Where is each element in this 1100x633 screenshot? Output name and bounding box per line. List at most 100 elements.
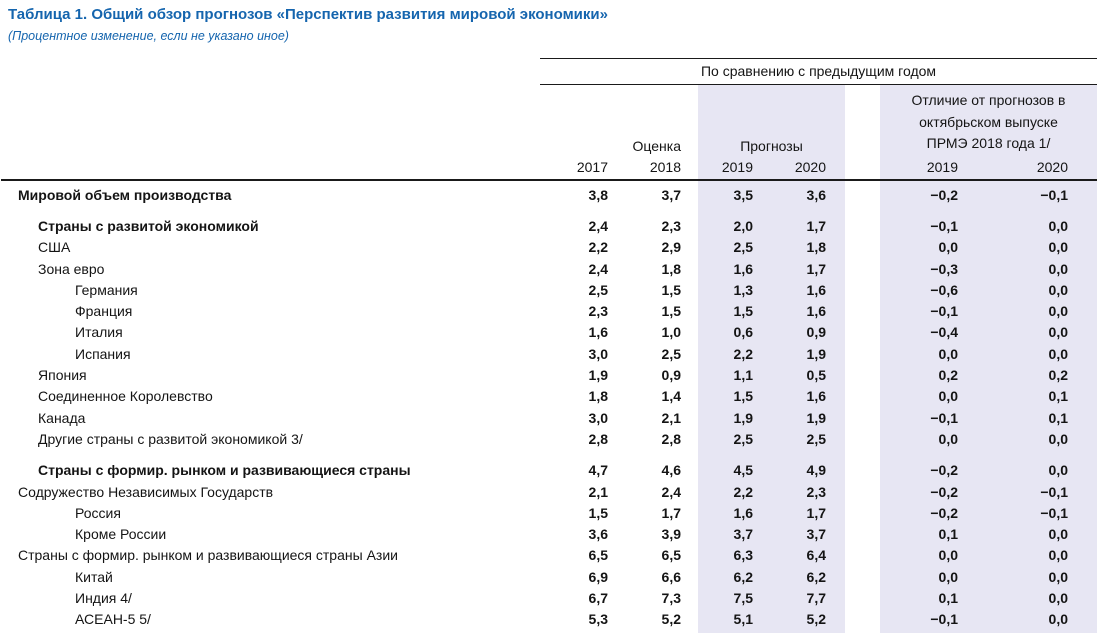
table-row: Страны с формир. рынком и развивающиеся … (0, 460, 1100, 481)
cell-2017: 2,2 (588, 239, 608, 256)
cell-2017: 2,4 (588, 260, 608, 277)
cell-2019-diff: 0,1 (938, 589, 958, 606)
cell-2017: 3,0 (588, 409, 608, 426)
row-label: Канада (38, 409, 86, 426)
table-row: Германия 2,5 1,5 1,3 1,6 −0,6 0,0 (0, 279, 1100, 300)
column-group-header: По сравнению с предыдущим годом (700, 63, 937, 79)
cell-2018-estimate: 5,2 (661, 611, 681, 628)
cell-2019-forecast: 4,5 (733, 462, 753, 479)
cell-2018-estimate: 3,7 (661, 186, 681, 203)
diff-column-group-header: Отличие от прогнозов в октябрьском выпус… (882, 90, 1095, 155)
page-title: Таблица 1. Общий обзор прогнозов «Перспе… (8, 6, 608, 23)
year-header-2020-diff: 2020 (1036, 158, 1068, 175)
header-rule-mid (540, 84, 1097, 85)
cell-2018-estimate: 2,9 (661, 239, 681, 256)
cell-2019-diff: 0,2 (938, 367, 958, 384)
row-label: Франция (75, 303, 133, 320)
cell-2019-forecast: 5,1 (733, 611, 753, 628)
cell-2017: 1,9 (588, 367, 608, 384)
cell-2019-diff: 0,0 (938, 430, 958, 447)
table-row: Страны с развитой экономикой 2,4 2,3 2,0… (0, 215, 1100, 236)
diff-header-line-3: ПРМЭ 2018 года 1/ (926, 135, 1051, 151)
row-label: Германия (75, 281, 138, 298)
diff-columns-highlight (880, 85, 1097, 633)
cell-2017: 3,8 (588, 186, 608, 203)
table-row: Зона евро 2,4 1,8 1,6 1,7 −0,3 0,0 (0, 258, 1100, 279)
cell-2020-forecast: 5,2 (806, 611, 826, 628)
cell-2019-forecast: 2,2 (733, 345, 753, 362)
cell-2019-diff: 0,0 (938, 388, 958, 405)
cell-2019-diff: −0,2 (930, 504, 958, 521)
cell-2017: 2,1 (588, 483, 608, 500)
cell-2019-diff: −0,3 (930, 260, 958, 277)
cell-2018-estimate: 6,6 (661, 568, 681, 585)
table-row: Канада 3,0 2,1 1,9 1,9 −0,1 0,1 (0, 407, 1100, 428)
row-label: Мировой объем производства (18, 186, 232, 203)
table-row: Страны с формир. рынком и развивающиеся … (0, 545, 1100, 566)
cell-2020-forecast: 1,7 (806, 217, 826, 234)
table-row: Другие страны с развитой экономикой 3/ 2… (0, 428, 1100, 449)
table-row: Китай 6,9 6,6 6,2 6,2 0,0 0,0 (0, 566, 1100, 587)
row-label: Другие страны с развитой экономикой 3/ (38, 430, 303, 447)
table-row: АСЕАН-5 5/ 5,3 5,2 5,1 5,2 −0,1 0,0 (0, 609, 1100, 630)
cell-2018-estimate: 6,5 (661, 547, 681, 564)
row-label: Испания (75, 345, 131, 362)
cell-2020-diff: 0,2 (1048, 367, 1068, 384)
cell-2020-diff: 0,0 (1048, 568, 1068, 585)
cell-2020-diff: 0,0 (1048, 281, 1068, 298)
cell-2019-forecast: 6,2 (733, 568, 753, 585)
cell-2019-diff: 0,1 (938, 526, 958, 543)
cell-2020-forecast: 6,2 (806, 568, 826, 585)
cell-2019-diff: −0,4 (930, 324, 958, 341)
cell-2019-forecast: 2,5 (733, 239, 753, 256)
table-body: Мировой объем производства 3,8 3,7 3,5 3… (0, 184, 1100, 630)
row-label: АСЕАН-5 5/ (75, 611, 151, 628)
cell-2019-forecast: 1,5 (733, 388, 753, 405)
row-label: Страны с формир. рынком и развивающиеся … (38, 462, 411, 479)
table-row: Россия 1,5 1,7 1,6 1,7 −0,2 −0,1 (0, 502, 1100, 523)
cell-2018-estimate: 0,9 (661, 367, 681, 384)
forecast-columns-highlight (698, 85, 845, 633)
cell-2020-diff: 0,0 (1048, 547, 1068, 564)
row-label: Содружество Независимых Государств (18, 483, 274, 500)
cell-2020-diff: 0,0 (1048, 611, 1068, 628)
cell-2019-diff: −0,1 (930, 409, 958, 426)
cell-2019-forecast: 1,5 (733, 303, 753, 320)
cell-2017: 2,3 (588, 303, 608, 320)
cell-2017: 6,7 (588, 589, 608, 606)
cell-2020-diff: −0,1 (1040, 186, 1068, 203)
cell-2020-diff: 0,0 (1048, 462, 1068, 479)
table-row: США 2,2 2,9 2,5 1,8 0,0 0,0 (0, 237, 1100, 258)
cell-2019-forecast: 2,2 (733, 483, 753, 500)
table-row: Соединенное Королевство 1,8 1,4 1,5 1,6 … (0, 386, 1100, 407)
cell-2018-estimate: 1,5 (661, 303, 681, 320)
cell-2020-diff: 0,0 (1048, 239, 1068, 256)
cell-2020-diff: 0,1 (1048, 388, 1068, 405)
cell-2019-forecast: 1,6 (733, 504, 753, 521)
cell-2020-forecast: 6,4 (806, 547, 826, 564)
year-header-2017: 2017 (576, 158, 608, 175)
cell-2017: 1,6 (588, 324, 608, 341)
cell-2017: 2,8 (588, 430, 608, 447)
table-row: Франция 2,3 1,5 1,5 1,6 −0,1 0,0 (0, 300, 1100, 321)
cell-2020-forecast: 7,7 (806, 589, 826, 606)
cell-2019-forecast: 1,9 (733, 409, 753, 426)
cell-2019-forecast: 1,3 (733, 281, 753, 298)
cell-2017: 5,3 (588, 611, 608, 628)
page-subtitle: (Процентное изменение, если не указано и… (8, 29, 289, 43)
cell-2018-estimate: 2,1 (661, 409, 681, 426)
table-row: Индия 4/ 6,7 7,3 7,5 7,7 0,1 0,0 (0, 587, 1100, 608)
cell-2020-forecast: 1,7 (806, 260, 826, 277)
table-row: Испания 3,0 2,5 2,2 1,9 0,0 0,0 (0, 343, 1100, 364)
cell-2019-forecast: 2,0 (733, 217, 753, 234)
row-label: Италия (75, 324, 123, 341)
cell-2020-forecast: 1,8 (806, 239, 826, 256)
year-header-2020-forecast: 2020 (794, 158, 826, 175)
row-label: Соединенное Королевство (38, 388, 213, 405)
cell-2019-forecast: 3,5 (733, 186, 753, 203)
cell-2020-forecast: 1,6 (806, 303, 826, 320)
cell-2020-forecast: 1,9 (806, 409, 826, 426)
cell-2018-estimate: 2,4 (661, 483, 681, 500)
cell-2020-forecast: 3,7 (806, 526, 826, 543)
cell-2017: 6,5 (588, 547, 608, 564)
